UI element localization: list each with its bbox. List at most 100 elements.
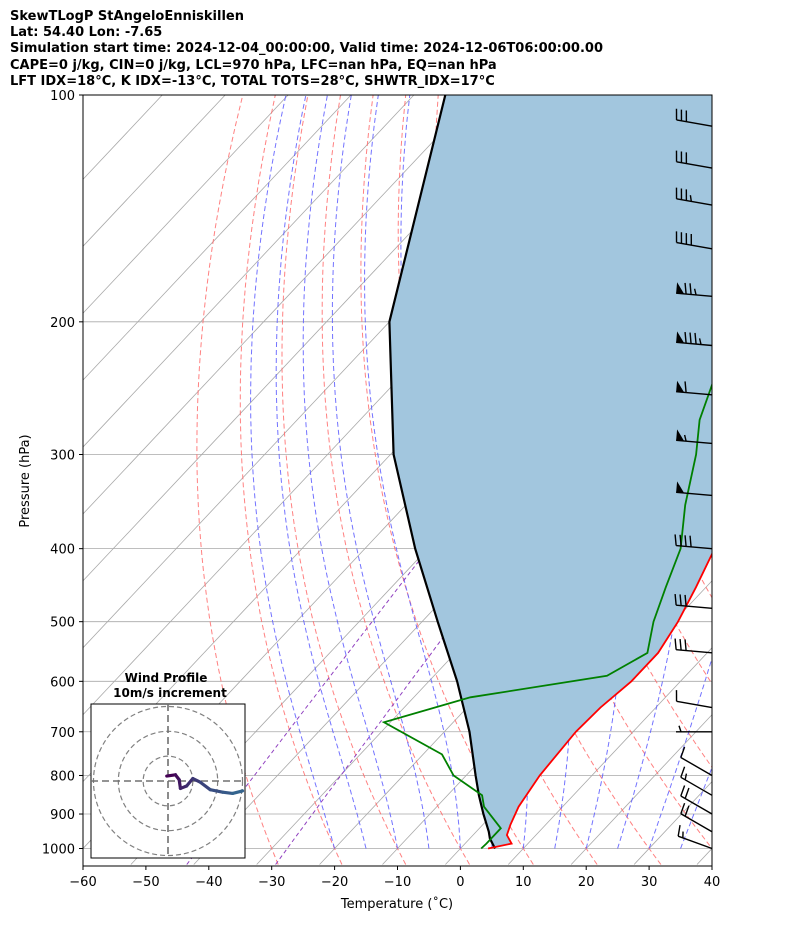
moist-adiabat-30 [648, 656, 712, 849]
barb-feather [680, 766, 686, 778]
isotherm--120 [83, 95, 415, 448]
barb-pennant [676, 380, 685, 393]
x-tick-label: −40 [195, 875, 222, 890]
barb-feather [698, 338, 702, 345]
isotherm--150 [83, 95, 226, 247]
isotherm-20 [570, 714, 712, 865]
y-tick-label: 1000 [42, 843, 75, 858]
barb-shaft [676, 439, 713, 445]
barb-feather [689, 535, 692, 547]
barb-feather [684, 282, 687, 295]
barb-pennant [676, 331, 685, 344]
barb-feather [680, 802, 686, 814]
x-tick-label: 40 [704, 875, 721, 890]
barb-shaft [676, 241, 713, 250]
barb-pennant [676, 481, 685, 494]
barb-feather [680, 785, 686, 797]
parcel-profile-line [388, 95, 496, 849]
barb-feather [689, 332, 692, 344]
y-tick-label: 700 [50, 726, 75, 741]
temperature-profile-line [487, 552, 712, 850]
x-tick-label: −60 [69, 875, 96, 890]
hodograph-segment [221, 790, 235, 796]
barb-shaft [676, 700, 713, 709]
barb-feather [694, 332, 697, 345]
title-line-indices: LFT IDX=18°C, K IDX=-13°C, TOTAL TOTS=28… [10, 74, 495, 89]
wind-barb [680, 802, 713, 833]
wind-barb [680, 785, 713, 815]
barb-feather [684, 381, 687, 393]
barb-feather [684, 332, 687, 344]
wind-barb [676, 282, 713, 298]
barb-pennant [676, 282, 685, 294]
barb-feather [693, 288, 697, 296]
y-tick-label: 600 [50, 675, 75, 690]
moist-adiabat--20 [250, 95, 336, 849]
wind-barb [675, 187, 713, 206]
wind-barbs [674, 108, 713, 850]
isotherm-50 [760, 95, 794, 864]
wind-barb [676, 481, 713, 497]
cin-area [389, 95, 712, 849]
barb-feather [689, 195, 693, 202]
dry-adiabat-110 [698, 95, 712, 169]
axis-ticks: −60 −50 −40 −30 −20 −10 0 10 20 30 40 1000 900 800 700… [42, 89, 720, 890]
barb-shaft [676, 604, 713, 610]
wind-barb [675, 150, 713, 169]
x-tick-label: −10 [384, 875, 411, 890]
wind-barb [677, 825, 713, 850]
x-tick-label: −30 [258, 875, 285, 890]
barb-shaft [676, 119, 713, 127]
wind-barb [675, 690, 713, 709]
moist-adiabat--10 [302, 95, 398, 849]
barb-feather [684, 787, 690, 799]
wind-barb [676, 380, 713, 396]
wind-barb [674, 593, 713, 610]
barb-shaft [677, 835, 713, 850]
hodograph-title: Wind Profile [125, 671, 208, 685]
title-line-station: SkewTLogP StAngeloEnniskillen [10, 9, 244, 24]
wind-barb [675, 108, 713, 127]
x-axis-label: Temperature (˚C) [340, 896, 453, 912]
x-tick-label: −20 [321, 875, 348, 890]
barb-feather [684, 773, 688, 780]
title-line-cape: CAPE=0 j/kg, CIN=0 j/kg, LCL=970 hPa, LF… [10, 58, 497, 73]
isotherm-10 [508, 647, 712, 865]
moist-adiabat--15 [275, 95, 367, 849]
x-tick-label: 30 [641, 875, 658, 890]
y-tick-label: 800 [50, 769, 75, 784]
barb-shaft [680, 795, 713, 815]
barb-shaft [676, 161, 713, 169]
barb-feather [684, 805, 690, 817]
x-tick-label: 10 [515, 875, 532, 890]
wind-barb [676, 331, 713, 347]
dewpoint-profile-line [381, 382, 712, 850]
barb-feather [683, 434, 687, 442]
wind-barb [676, 429, 713, 445]
moist-adiabat-25 [617, 95, 686, 849]
wind-barb [676, 725, 712, 733]
y-tick-label: 300 [50, 449, 75, 464]
barb-shaft [680, 813, 713, 833]
moist-adiabat--5 [331, 95, 430, 849]
barb-feather [674, 593, 677, 606]
moist-adiabat-40 [711, 847, 712, 849]
y-tick-label: 500 [50, 616, 75, 631]
dry-adiabat-0 [321, 95, 470, 865]
x-tick-label: −50 [132, 875, 159, 890]
barb-feather [684, 535, 687, 547]
barb-shaft [680, 756, 713, 777]
profile-lines [381, 95, 712, 850]
barb-feather [674, 534, 677, 546]
barb-feather [679, 534, 682, 547]
barb-feather [689, 283, 692, 295]
hodograph-plot [91, 704, 245, 858]
dry-adiabat-130 [764, 95, 794, 865]
title-line-latlon: Lat: 54.40 Lon: -7.65 [10, 25, 163, 40]
dry-adiabat-50 [502, 95, 712, 769]
barb-feather [684, 594, 687, 607]
hodograph-segment [185, 776, 195, 788]
barb-shaft [676, 544, 713, 550]
barb-shaft [676, 198, 713, 206]
wind-barb [680, 746, 713, 777]
